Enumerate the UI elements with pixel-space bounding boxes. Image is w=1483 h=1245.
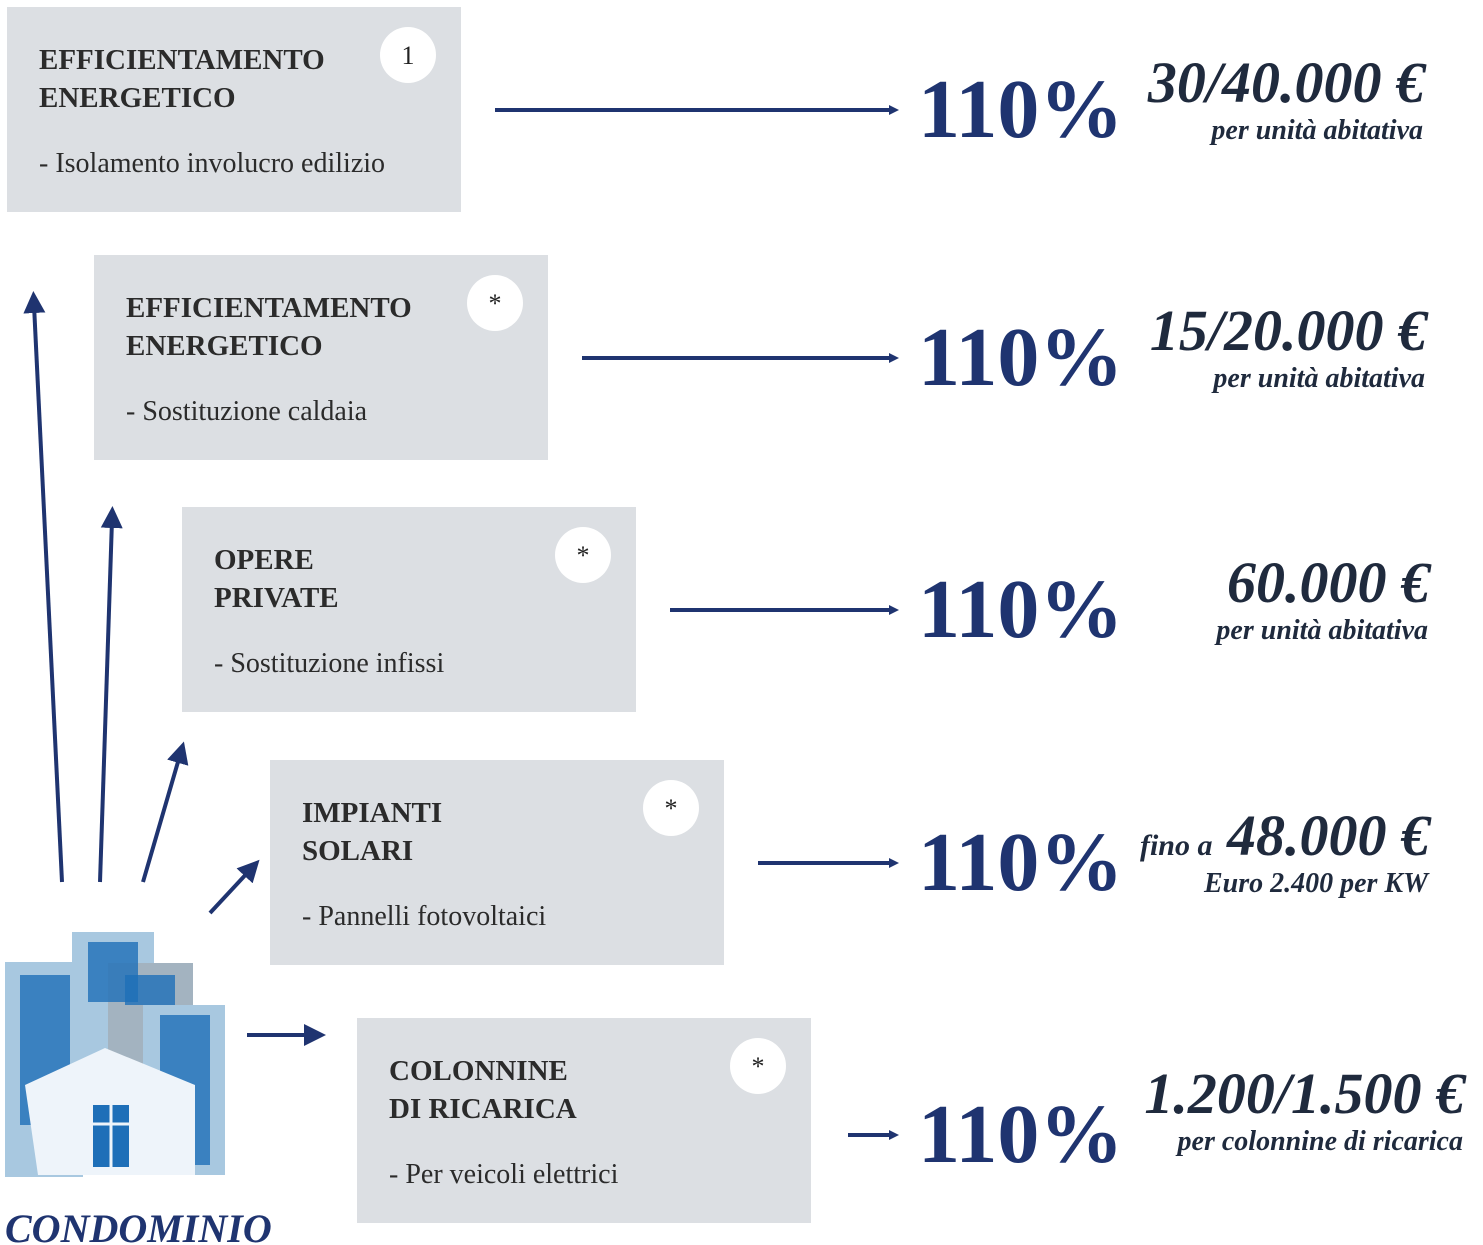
card-title: EFFICIENTAMENTO — [126, 292, 412, 324]
card-title: SOLARI — [302, 835, 413, 867]
card-title: OPERE — [214, 544, 314, 576]
card-title: ENERGETICO — [126, 330, 323, 362]
card-item: - Pannelli fotovoltaici — [302, 901, 546, 932]
badge-text: * — [489, 289, 502, 318]
left-arrows — [23, 291, 326, 1046]
amount-value: 60.000 € — [1227, 550, 1432, 615]
badge — [467, 275, 523, 331]
badge — [380, 27, 436, 83]
amount-prefix: fino a — [1140, 829, 1213, 862]
card-item: - Per veicoli elettrici — [389, 1159, 619, 1190]
card-title: DI RICARICA — [389, 1093, 577, 1125]
percent: 110% — [918, 63, 1123, 156]
amount: 60.000 € — [1227, 550, 1432, 615]
rows: EFFICIENTAMENTO ENERGETICO - Isolamento in… — [7, 7, 1467, 1223]
building-label: CONDOMINIO — [5, 1206, 272, 1245]
amount-note: per unità abitativa — [1214, 615, 1428, 646]
amount-value: 30/40.000 € — [1147, 50, 1427, 115]
badge-text: 1 — [402, 41, 415, 70]
card-item: - Sostituzione caldaia — [126, 396, 368, 427]
card-item: - Sostituzione infissi — [214, 648, 444, 679]
amount-note: Euro 2.400 per KW — [1203, 868, 1430, 899]
building-icon — [5, 932, 225, 1177]
card-item: - Isolamento involucro edilizio — [39, 148, 385, 179]
amount-note: per unità abitativa — [1209, 115, 1423, 146]
amount: 15/20.000 € — [1150, 298, 1429, 363]
badge-text: * — [752, 1052, 765, 1081]
badge — [643, 780, 699, 836]
badge — [730, 1038, 786, 1094]
amount: fino a 48.000 € — [1140, 803, 1432, 868]
percent: 110% — [918, 1088, 1123, 1181]
amount: 30/40.000 € — [1147, 50, 1427, 115]
badge-text: * — [577, 541, 590, 570]
card-title: EFFICIENTAMENTO — [39, 44, 325, 76]
amount: 1.200/1.500 € — [1144, 1061, 1467, 1126]
percent: 110% — [918, 311, 1123, 404]
card-title: ENERGETICO — [39, 82, 236, 114]
amount-note: per colonnine di ricarica — [1176, 1126, 1463, 1157]
amount-value: 15/20.000 € — [1150, 298, 1429, 363]
card-title: PRIVATE — [214, 582, 339, 614]
percent: 110% — [918, 816, 1123, 909]
amount-note: per unità abitativa — [1211, 363, 1425, 394]
badge-text: * — [665, 794, 678, 823]
badge — [555, 527, 611, 583]
percent: 110% — [918, 563, 1123, 656]
card-title: IMPIANTI — [302, 797, 442, 829]
amount-value: 1.200/1.500 € — [1144, 1061, 1467, 1126]
amount-value: 48.000 € — [1226, 803, 1432, 868]
card-title: COLONNINE — [389, 1055, 568, 1087]
